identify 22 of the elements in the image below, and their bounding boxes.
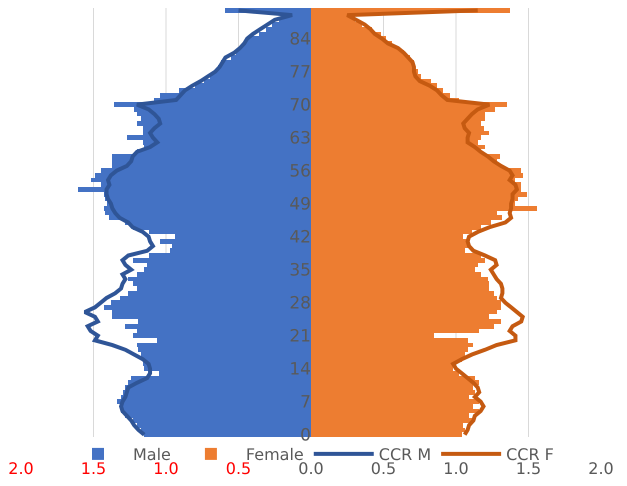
- y-tick-label: 63: [289, 128, 311, 149]
- x-tick-label: 0.5: [226, 459, 252, 478]
- y-tick-label: 21: [289, 326, 311, 347]
- x-tick-label: 0.0: [298, 459, 324, 478]
- y-tick-label: 56: [289, 162, 311, 182]
- y-tick-label: 77: [289, 62, 311, 83]
- bar: [311, 432, 462, 437]
- y-tick-label: 49: [289, 194, 311, 215]
- x-tick-label: 1.5: [516, 459, 542, 478]
- y-tick-label: 42: [289, 228, 311, 248]
- x-tick-label: 1.0: [153, 459, 179, 478]
- y-tick-label: 7: [300, 392, 311, 413]
- y-tick-label: 35: [289, 260, 311, 281]
- x-tick-label: 2.0: [8, 459, 34, 478]
- y-tick-label: 84: [289, 30, 311, 50]
- x-tick-label: 2.0: [588, 459, 614, 478]
- x-tick-label: 0.5: [370, 459, 396, 478]
- y-tick-label: 14: [289, 360, 311, 380]
- x-tick-label: 1.0: [443, 459, 469, 478]
- y-tick-label: 28: [289, 294, 311, 314]
- x-tick-label: 1.5: [80, 459, 106, 478]
- y-tick-label: 70: [289, 96, 311, 116]
